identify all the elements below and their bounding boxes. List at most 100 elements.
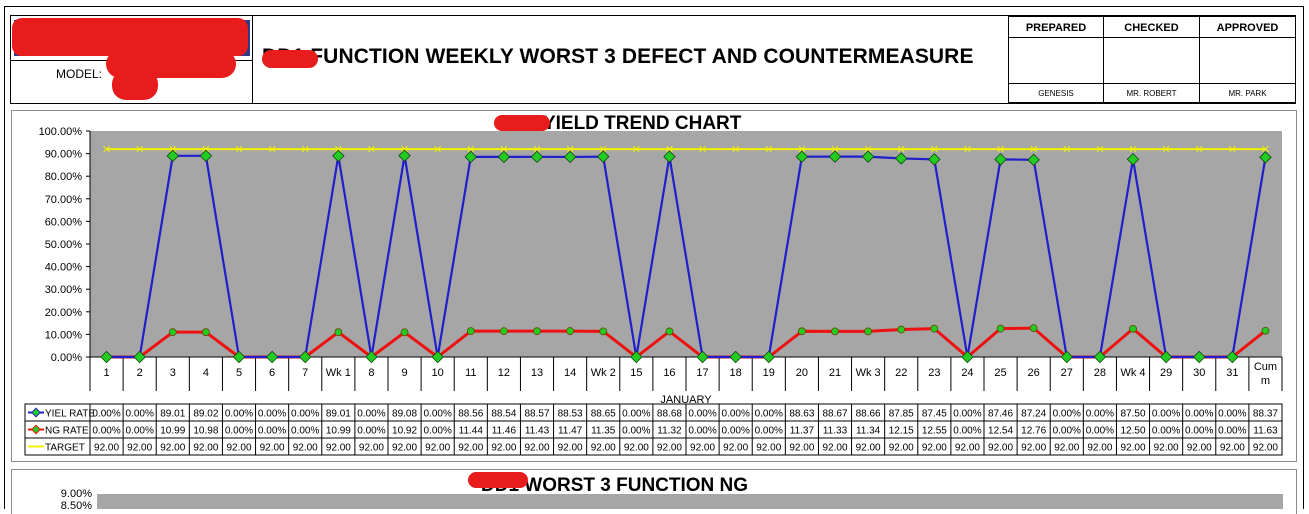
data-table-cell: 88.54 (491, 409, 516, 420)
yield-point (431, 350, 444, 364)
data-table-cell: 92.00 (1021, 443, 1046, 454)
x-tick-label: 21 (829, 367, 841, 379)
data-table-cell: 89.01 (160, 409, 185, 420)
y-tick-label: 90.00% (45, 149, 83, 161)
x-tick-label: 8 (368, 367, 374, 379)
yield-point (1060, 350, 1074, 364)
ng-point (334, 328, 343, 337)
target-point (1096, 145, 1104, 153)
data-table-cell: 92.00 (889, 443, 914, 454)
x-tick-label: 12 (498, 367, 510, 379)
data-table-cell: 0.00% (357, 426, 385, 437)
data-table-cell: 0.00% (1053, 409, 1081, 420)
data-table-cell: 87.46 (988, 409, 1013, 420)
ng-point (864, 327, 873, 336)
data-table-cell: 88.66 (856, 409, 881, 420)
target-point (864, 145, 872, 153)
data-table-cell: 0.00% (125, 409, 153, 420)
data-table-cell: 0.00% (1185, 409, 1213, 420)
x-tick-label: m (1261, 375, 1270, 387)
target-point (831, 145, 839, 153)
target-point (1030, 145, 1038, 153)
data-table-cell: 92.00 (1253, 443, 1278, 454)
legend-label: NG RATE (45, 426, 89, 437)
target-point (169, 145, 177, 153)
data-table-cell: 92.00 (856, 443, 881, 454)
target-point (666, 145, 673, 153)
data-table-cell: 92.00 (491, 443, 516, 454)
data-table-cell: 0.00% (225, 409, 253, 420)
data-table (24, 403, 1283, 456)
yield-chart-title: DD1 YIELD TREND CHART (500, 113, 742, 134)
data-table-cell: 92.00 (1187, 443, 1212, 454)
data-table-cell: 12.55 (922, 426, 947, 437)
data-table-cell: 92.00 (988, 443, 1013, 454)
data-table-cell: 92.00 (226, 443, 251, 454)
yield-point (232, 350, 246, 364)
data-table-cell: 0.00% (1152, 426, 1180, 437)
data-table-cell: 92.00 (723, 443, 748, 454)
target-point (533, 145, 541, 153)
yield-point (332, 149, 345, 163)
redaction-mark (262, 50, 318, 68)
x-tick-label: 5 (236, 367, 242, 379)
yield-point (961, 350, 974, 364)
x-tick-label: 11 (465, 367, 476, 379)
x-tick-label: Wk 2 (591, 367, 616, 379)
data-table-cell: 0.00% (755, 409, 783, 420)
data-table-cell: 92.00 (458, 443, 483, 454)
yield-point (298, 350, 312, 364)
worst3-chart-title: DD1 WORST 3 FUNCTION NG (481, 475, 749, 496)
target-point (434, 145, 442, 153)
data-table-cell: 92.00 (359, 443, 384, 454)
redaction-mark (12, 18, 248, 56)
yield-point (994, 153, 1007, 166)
data-table-cell: 92.00 (558, 443, 583, 454)
target-point (136, 145, 144, 153)
data-table-cell: 92.00 (690, 443, 715, 454)
data-table-cell: 88.37 (1253, 409, 1278, 420)
ng-point (566, 327, 575, 335)
data-table-cell: 11.63 (1253, 426, 1278, 437)
data-table-cell: 92.00 (922, 443, 947, 454)
yield-point (894, 152, 908, 165)
data-table-cell: 92.00 (1154, 443, 1179, 454)
x-tick-label: 3 (170, 367, 176, 379)
x-tick-label: 17 (696, 367, 708, 379)
target-point (1195, 145, 1203, 153)
data-table-cell: 92.00 (193, 443, 218, 454)
data-table-cell: 92.00 (392, 443, 417, 454)
target-point (798, 145, 806, 153)
x-tick-label: 14 (564, 367, 576, 379)
redaction-mark (468, 472, 528, 488)
yield-point (696, 350, 709, 364)
data-table-cell: 92.00 (657, 443, 682, 454)
yield-point (100, 350, 113, 364)
data-table-cell: 92.00 (756, 443, 781, 454)
target-point (1063, 145, 1071, 153)
data-table-cell: 0.00% (1086, 426, 1114, 437)
data-table-cell: 0.00% (1086, 409, 1114, 420)
data-table-cell: 12.50 (1120, 426, 1145, 437)
data-table-cell: 11.43 (525, 426, 550, 437)
data-table-cell: 88.57 (524, 409, 549, 420)
data-table-cell: 0.00% (423, 409, 451, 420)
yield-point (398, 149, 411, 162)
data-table-cell: 12.76 (1021, 426, 1046, 437)
data-table-cell: 88.68 (657, 409, 682, 420)
y-tick-label: 60.00% (45, 216, 83, 228)
legend-label: TARGET (45, 443, 85, 454)
target-point (202, 145, 210, 153)
target-point (268, 145, 276, 153)
x-tick-label: 30 (1193, 367, 1205, 379)
redaction-mark (494, 115, 550, 131)
target-point (368, 145, 375, 153)
data-table-cell: 87.50 (1120, 409, 1145, 420)
yield-point (1126, 153, 1140, 166)
y-tick-label: 100.00% (39, 126, 83, 138)
yield-point (365, 350, 378, 364)
data-table-cell: 0.00% (1185, 426, 1213, 437)
x-tick-label: 22 (895, 367, 907, 379)
data-table-cell: 11.35 (591, 426, 616, 437)
data-table-cell: 0.00% (258, 426, 286, 437)
